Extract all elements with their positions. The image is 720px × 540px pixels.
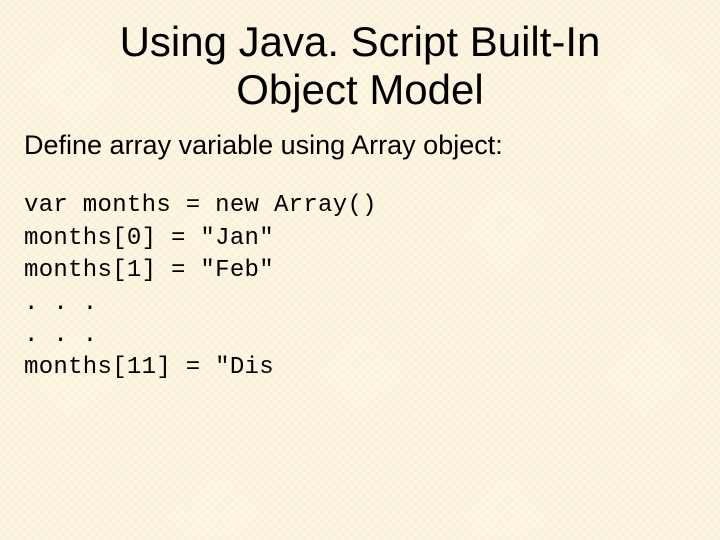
title-line-1: Using Java. Script Built-In	[120, 18, 601, 65]
code-line-5: . . .	[24, 322, 98, 349]
slide-subtitle: Define array variable using Array object…	[0, 129, 720, 191]
code-line-3: months[1] = "Feb"	[24, 257, 274, 284]
code-block: var months = new Array() months[0] = "Ja…	[0, 190, 720, 384]
code-line-1: var months = new Array()	[24, 192, 377, 219]
code-line-2: months[0] = "Jan"	[24, 225, 274, 252]
slide-container: Using Java. Script Built-In Object Model…	[0, 0, 720, 540]
title-line-2: Object Model	[236, 66, 483, 113]
slide-title: Using Java. Script Built-In Object Model	[0, 0, 720, 129]
code-line-4: . . .	[24, 290, 98, 317]
code-line-6: months[11] = "Dis	[24, 354, 274, 381]
